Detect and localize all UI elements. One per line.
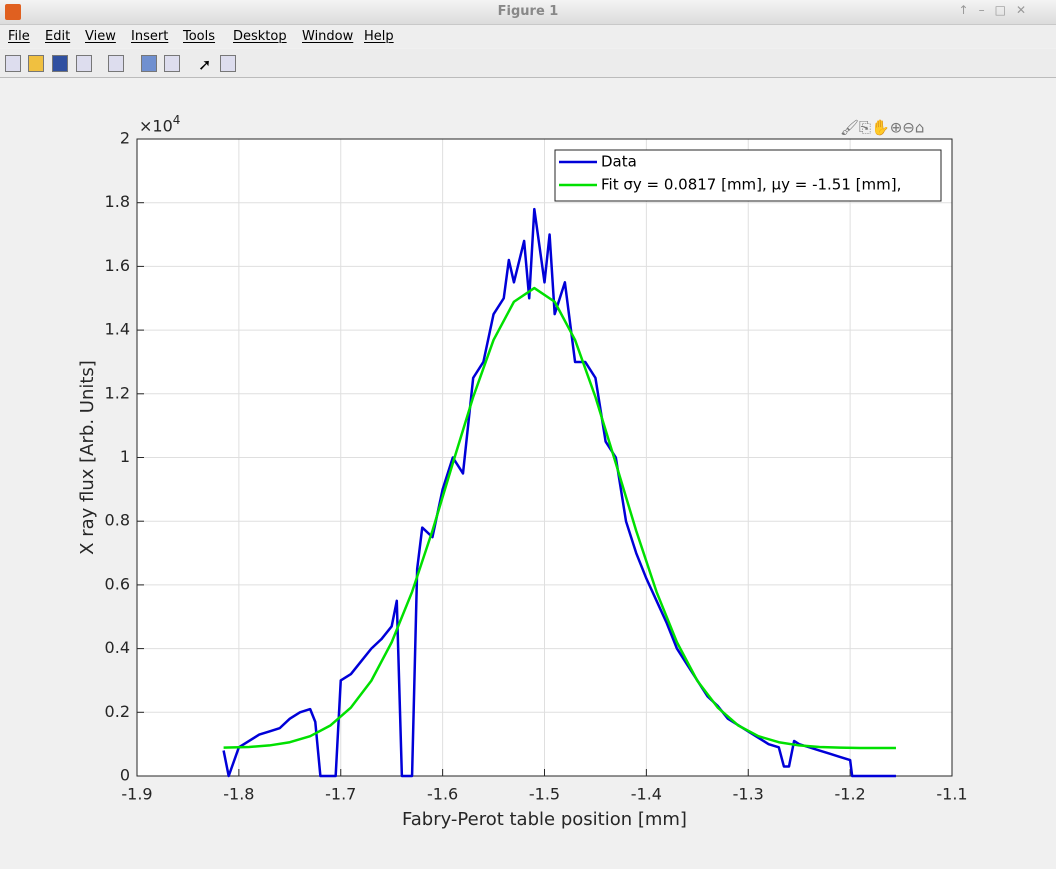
x-tick-label: -1.7 [325, 785, 356, 804]
x-tick-label: -1.2 [835, 785, 866, 804]
y-tick-label: 0.4 [105, 638, 130, 657]
x-tick-label: -1.1 [936, 785, 967, 804]
title-bar: Figure 1 ↑–□✕ [0, 0, 1056, 25]
y-tick-label: 0.8 [105, 511, 130, 530]
menu-item[interactable]: File [8, 29, 30, 44]
y-tick-label: 1 [120, 447, 130, 466]
y-tick-label: 0 [120, 766, 130, 785]
menu-item[interactable]: Edit [45, 29, 71, 44]
tool-colorbar[interactable] [141, 55, 157, 72]
x-tick-label: -1.6 [427, 785, 458, 804]
legend-box [554, 149, 942, 202]
x-tick-label: -1.3 [733, 785, 764, 804]
tool-legend[interactable] [164, 55, 180, 72]
axes-toolbar-icons[interactable]: 🖌⎘✋⊕⊖⌂ [840, 119, 924, 137]
toolbar: ➚ [0, 49, 1056, 78]
y-axis-label: X ray flux [Arb. Units] [77, 360, 98, 555]
tool-save[interactable] [52, 55, 68, 72]
tool-new[interactable] [5, 55, 21, 72]
x-axis-label: Fabry-Perot table position [mm] [402, 809, 687, 830]
menu-item[interactable]: View [85, 29, 116, 44]
tool-open[interactable] [28, 55, 44, 72]
legend-label: Fit σy = 0.0817 [mm], μy = -1.51 [mm], [601, 176, 901, 194]
tool-print[interactable] [76, 55, 92, 72]
tool-pointer[interactable]: ➚ [198, 55, 212, 74]
y-tick-label: 1.4 [105, 320, 130, 339]
menu-item[interactable]: Help [364, 29, 394, 44]
data-line [223, 286, 896, 750]
menu-item[interactable]: Window [302, 29, 354, 44]
y-tick-label: 0.2 [105, 702, 130, 721]
y-multiplier: ×104 [139, 113, 180, 136]
tool-property[interactable] [220, 55, 236, 72]
y-tick-label: 1.8 [105, 192, 130, 211]
x-tick-label: -1.4 [631, 785, 662, 804]
x-tick-label: -1.8 [223, 785, 254, 804]
legend-label: Data [601, 153, 637, 171]
axes-toolbar[interactable]: 🖌⎘✋⊕⊖⌂ [840, 119, 924, 137]
menu-item[interactable]: Tools [183, 29, 216, 44]
menu-item[interactable]: Desktop [233, 29, 287, 44]
y-tick-label: 1.6 [105, 256, 130, 275]
y-tick-label: 2 [120, 129, 130, 148]
window-controls[interactable]: ↑–□✕ [958, 3, 1036, 17]
y-multiplier-exponent: 4 [173, 113, 181, 127]
menu-bar: File Edit View Insert Tools Desktop Window Help [0, 25, 1056, 48]
x-tick-label: -1.9 [121, 785, 152, 804]
figure: 🖌⎘✋⊕⊖⌂ -1.9 -1.8 -1.7 -1.6 -1.5 -1.4 -1.3 -1.2 -… [0, 78, 1056, 869]
menu-item[interactable]: Insert [131, 29, 169, 44]
data-line [222, 207, 896, 778]
tool-link[interactable] [108, 55, 124, 72]
y-tick-label: 0.6 [105, 574, 130, 593]
y-tick-label: 1.2 [105, 383, 130, 402]
app-icon [5, 4, 21, 20]
x-tick-label: -1.5 [529, 785, 560, 804]
axes-frame [136, 138, 953, 777]
window-title: Figure 1 [497, 4, 559, 19]
